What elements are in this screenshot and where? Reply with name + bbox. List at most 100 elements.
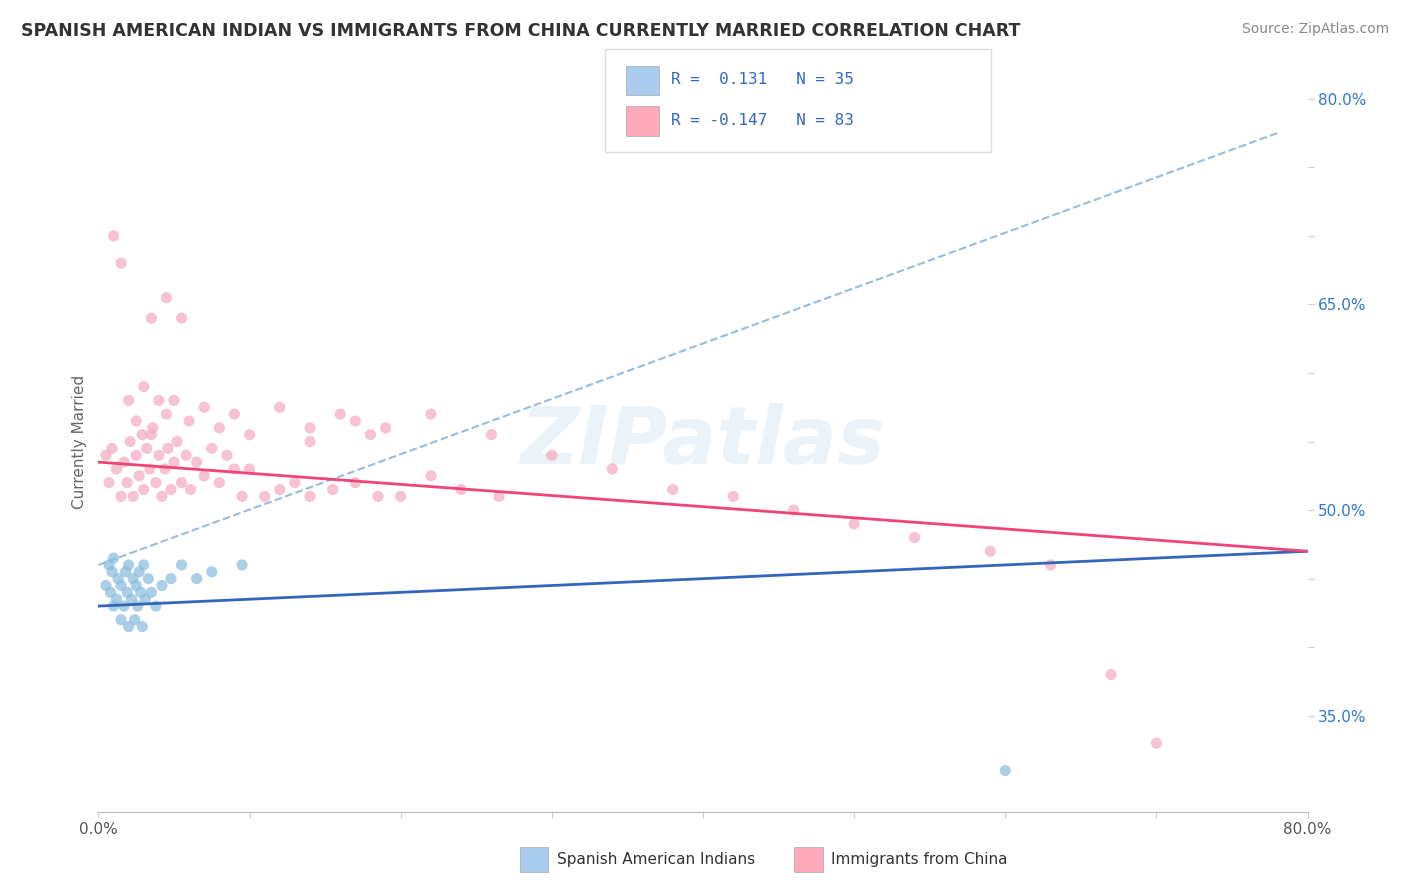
Point: [231, 558, 253, 572]
Point: [174, 448, 197, 462]
Point: [110, 578, 132, 592]
Point: [163, 455, 186, 469]
Point: [215, 448, 238, 462]
Point: [124, 613, 146, 627]
Point: [101, 442, 124, 456]
Point: [131, 427, 153, 442]
Point: [121, 592, 143, 607]
Point: [112, 455, 135, 469]
Point: [284, 475, 307, 490]
Point: [329, 407, 352, 421]
Point: [150, 489, 173, 503]
Point: [110, 613, 132, 627]
Point: [180, 483, 202, 497]
Point: [299, 421, 322, 435]
Point: [231, 489, 253, 503]
Point: [253, 489, 276, 503]
Point: [103, 599, 125, 613]
Text: SPANISH AMERICAN INDIAN VS IMMIGRANTS FROM CHINA CURRENTLY MARRIED CORRELATION C: SPANISH AMERICAN INDIAN VS IMMIGRANTS FR…: [21, 22, 1021, 40]
Point: [153, 462, 176, 476]
Point: [148, 448, 170, 462]
Point: [105, 462, 128, 476]
Point: [155, 407, 177, 421]
Point: [134, 592, 156, 607]
Point: [103, 228, 125, 243]
Point: [128, 468, 150, 483]
Point: [179, 414, 201, 428]
Point: [269, 401, 291, 415]
Point: [208, 421, 231, 435]
Point: [141, 585, 163, 599]
Point: [115, 585, 138, 599]
Point: [139, 462, 162, 476]
Point: [122, 489, 145, 503]
Point: [783, 503, 806, 517]
Text: Spanish American Indians: Spanish American Indians: [557, 853, 755, 867]
Point: [661, 483, 683, 497]
Point: [186, 572, 208, 586]
Y-axis label: Currently Married: Currently Married: [72, 375, 87, 508]
Point: [904, 531, 927, 545]
Point: [723, 489, 745, 503]
Point: [166, 434, 188, 449]
Point: [110, 489, 132, 503]
Point: [239, 427, 262, 442]
Point: [118, 393, 141, 408]
Point: [389, 489, 412, 503]
Point: [118, 619, 141, 633]
Point: [208, 475, 231, 490]
Point: [145, 599, 167, 613]
Point: [540, 448, 562, 462]
Point: [148, 393, 170, 408]
Point: [420, 468, 443, 483]
Point: [360, 427, 382, 442]
Point: [122, 572, 145, 586]
Point: [110, 256, 132, 270]
Point: [994, 764, 1017, 778]
Point: [155, 291, 177, 305]
Point: [101, 565, 124, 579]
Point: [170, 311, 193, 326]
Point: [160, 572, 183, 586]
Point: [129, 585, 152, 599]
Point: [1144, 736, 1167, 750]
Point: [94, 448, 117, 462]
Text: Source: ZipAtlas.com: Source: ZipAtlas.com: [1241, 22, 1389, 37]
Text: Immigrants from China: Immigrants from China: [831, 853, 1008, 867]
Point: [115, 475, 138, 490]
Point: [602, 462, 624, 476]
Point: [125, 414, 148, 428]
Point: [186, 455, 208, 469]
Point: [125, 448, 148, 462]
Point: [135, 442, 157, 456]
Point: [107, 572, 129, 586]
Point: [269, 483, 291, 497]
Point: [224, 407, 246, 421]
Point: [103, 551, 125, 566]
Point: [374, 421, 396, 435]
Point: [145, 475, 167, 490]
Point: [136, 572, 159, 586]
Point: [120, 434, 142, 449]
Point: [132, 483, 155, 497]
Point: [239, 462, 262, 476]
Point: [322, 483, 344, 497]
Point: [94, 578, 117, 592]
Point: [1099, 667, 1122, 681]
Point: [420, 407, 443, 421]
Point: [142, 421, 165, 435]
Point: [299, 434, 322, 449]
Point: [100, 585, 122, 599]
Point: [299, 489, 322, 503]
Point: [170, 475, 193, 490]
Point: [481, 427, 503, 442]
Point: [170, 558, 193, 572]
Point: [201, 442, 224, 456]
Point: [163, 393, 186, 408]
Point: [488, 489, 510, 503]
Point: [132, 558, 155, 572]
Point: [1039, 558, 1062, 572]
Point: [128, 565, 150, 579]
Text: ZIPatlas: ZIPatlas: [520, 402, 886, 481]
Point: [160, 483, 183, 497]
